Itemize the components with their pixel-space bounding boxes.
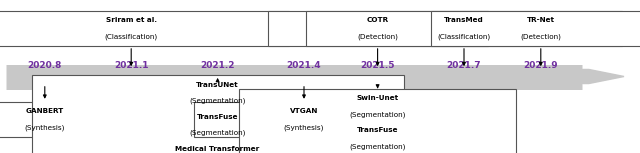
- Text: TransFuse: TransFuse: [197, 114, 238, 120]
- Text: (Segmentation): (Segmentation): [189, 129, 246, 136]
- Text: GANBERT: GANBERT: [26, 108, 64, 114]
- Text: TransFuse: TransFuse: [357, 127, 398, 133]
- Text: (Classification): (Classification): [437, 33, 491, 40]
- FancyBboxPatch shape: [239, 89, 516, 153]
- FancyBboxPatch shape: [194, 102, 414, 137]
- Text: 2021.9: 2021.9: [524, 61, 558, 70]
- Text: TransMed: TransMed: [444, 17, 484, 23]
- Text: VTGAN: VTGAN: [290, 108, 318, 114]
- Text: 2020.8: 2020.8: [28, 61, 62, 70]
- Text: (Segmentation): (Segmentation): [349, 111, 406, 118]
- FancyBboxPatch shape: [31, 75, 404, 153]
- FancyBboxPatch shape: [307, 11, 621, 46]
- Text: TR-Net: TR-Net: [527, 17, 555, 23]
- Text: 2021.1: 2021.1: [114, 61, 148, 70]
- Text: (Classification): (Classification): [104, 33, 158, 40]
- Text: 2021.4: 2021.4: [287, 61, 321, 70]
- FancyBboxPatch shape: [431, 11, 640, 46]
- Text: Swin-Unet: Swin-Unet: [356, 95, 399, 101]
- FancyArrow shape: [582, 69, 624, 84]
- Text: Medical Transformer: Medical Transformer: [175, 146, 260, 152]
- FancyBboxPatch shape: [0, 11, 289, 46]
- Text: (Synthesis): (Synthesis): [24, 124, 65, 131]
- Text: (Segmentation): (Segmentation): [189, 97, 246, 104]
- Text: 2021.5: 2021.5: [360, 61, 395, 70]
- Text: 2021.2: 2021.2: [200, 61, 235, 70]
- Text: (Synthesis): (Synthesis): [284, 124, 324, 131]
- FancyBboxPatch shape: [268, 11, 488, 46]
- Text: (Detection): (Detection): [520, 33, 561, 40]
- Text: COTR: COTR: [367, 17, 388, 23]
- Text: (Segmentation): (Segmentation): [349, 143, 406, 150]
- Text: TransUNet: TransUNet: [196, 82, 239, 88]
- Text: Sriram et al.: Sriram et al.: [106, 17, 157, 23]
- Text: (Detection): (Detection): [357, 33, 398, 40]
- FancyBboxPatch shape: [0, 102, 155, 137]
- Text: 2021.7: 2021.7: [447, 61, 481, 70]
